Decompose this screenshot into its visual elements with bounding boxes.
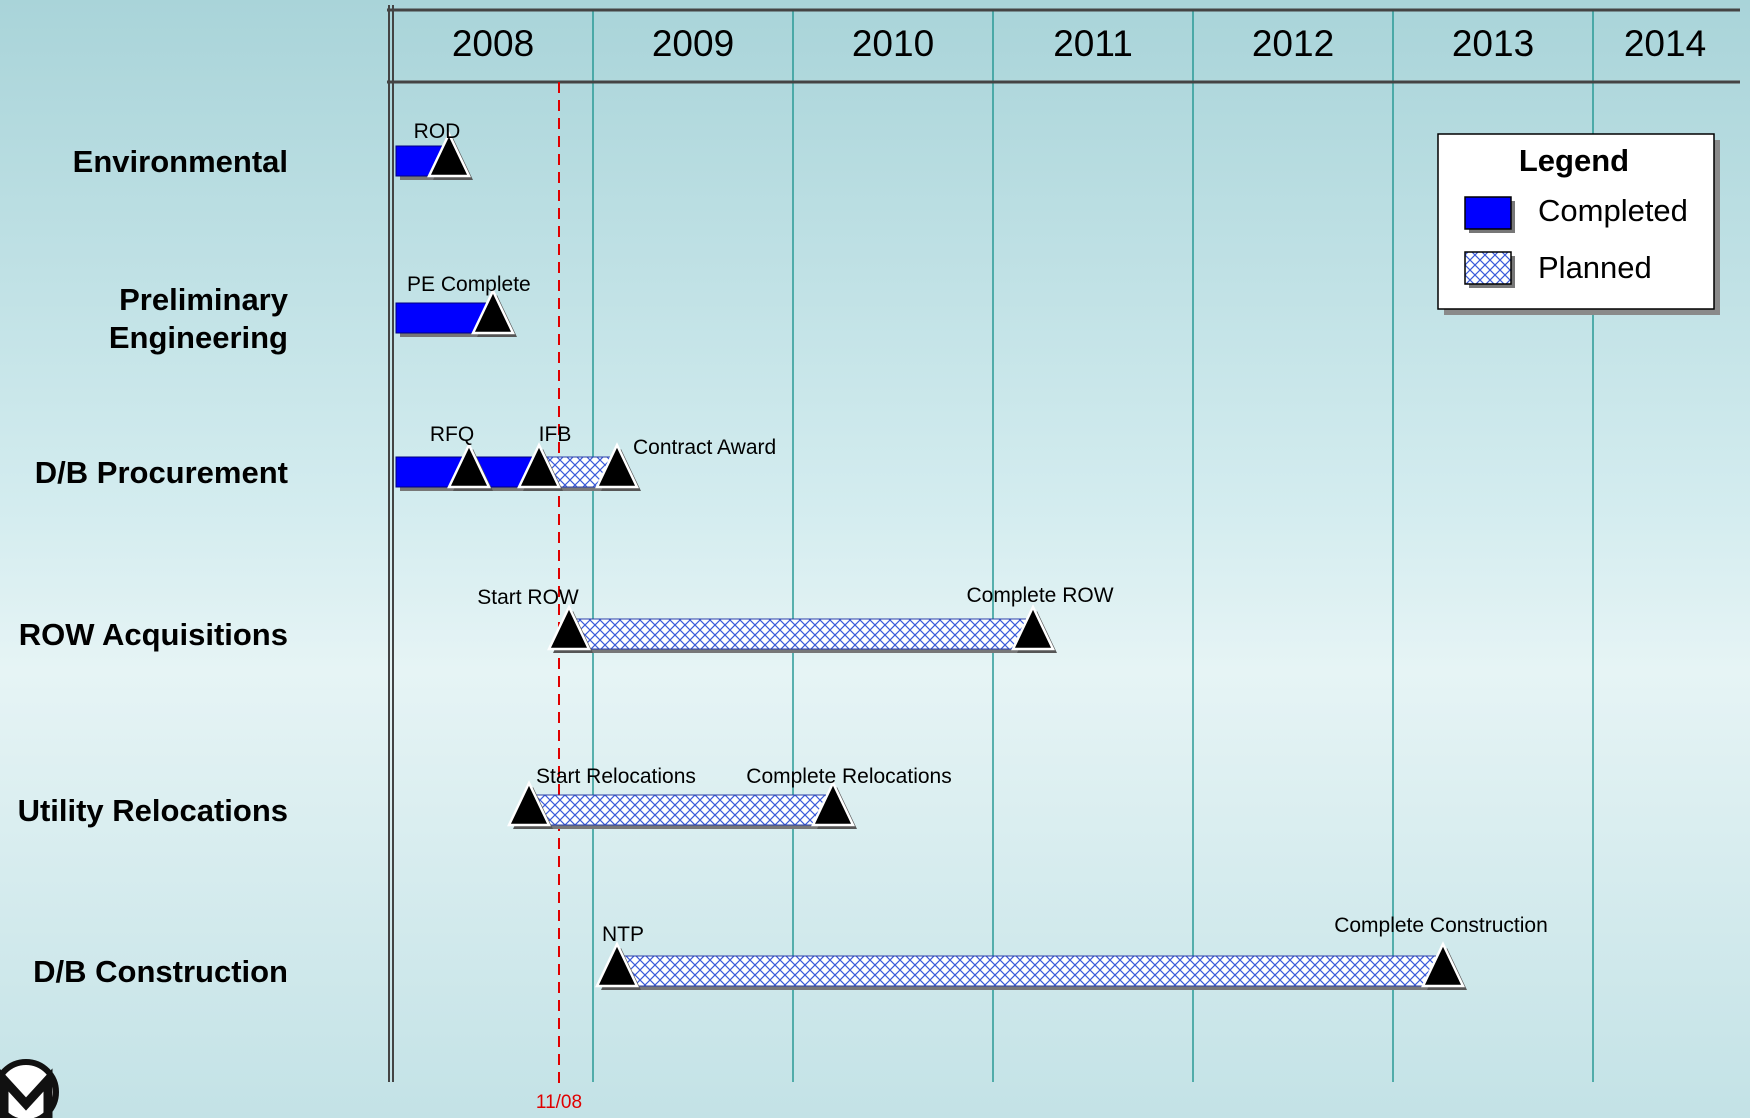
milestone-triangle [595, 941, 639, 988]
year-label: 2010 [852, 23, 934, 64]
milestone-label: Complete Construction [1334, 914, 1548, 937]
year-label: 2014 [1624, 23, 1706, 64]
milestone-label: IFB [539, 423, 572, 446]
milestone-label: Start ROW [477, 586, 579, 609]
milestone-label: Complete Relocations [746, 765, 951, 788]
legend-planned-label: Planned [1538, 250, 1652, 285]
milestone-triangle [1011, 604, 1055, 651]
milestone-label: PE Complete [407, 273, 531, 296]
milestone-label: Complete ROW [966, 584, 1113, 607]
milestone-label: ROD [414, 120, 461, 143]
milestone-label: Start Relocations [536, 765, 696, 788]
row-label: Utility Relocations [18, 793, 288, 828]
milestone-label: Contract Award [633, 436, 776, 459]
milestone-triangle [447, 442, 491, 489]
milestone-triangle [507, 780, 551, 827]
year-label: 2009 [652, 23, 734, 64]
row-label: Preliminary [119, 282, 289, 317]
labels: 2008 2009 2010 2011 2012 2013 2014 11/08 Environ… [18, 23, 1707, 1113]
year-label: 2013 [1452, 23, 1534, 64]
milestone-triangle [547, 604, 591, 651]
legend-completed-label: Completed [1538, 193, 1688, 228]
planned-bar [528, 794, 834, 826]
legend: Legend Completed Planned [1437, 133, 1720, 315]
planned-bar [616, 955, 1444, 987]
planned-bar [568, 618, 1034, 650]
legend-title: Legend [1519, 143, 1629, 178]
row-label: D/B Procurement [35, 455, 288, 490]
row-label: Environmental [73, 144, 288, 179]
milestone-label: NTP [602, 923, 644, 946]
bars [395, 131, 1467, 990]
today-label: 11/08 [536, 1092, 582, 1113]
milestone-label: RFQ [430, 423, 474, 446]
milestone-triangle [517, 442, 561, 489]
year-label: 2011 [1053, 23, 1133, 64]
year-label: 2012 [1252, 23, 1334, 64]
row-label: Engineering [109, 320, 288, 355]
milestone-triangle [595, 442, 639, 489]
legend-planned-swatch [1464, 251, 1512, 285]
year-label: 2008 [452, 23, 534, 64]
milestone-triangle [811, 780, 855, 827]
row-label: ROW Acquisitions [19, 617, 288, 652]
milestone-triangle [427, 131, 471, 178]
milestone-triangle [1421, 941, 1465, 988]
milestone-triangle [471, 288, 515, 335]
metro-logo [0, 1059, 59, 1118]
legend-completed-swatch [1464, 196, 1512, 230]
row-label: D/B Construction [33, 954, 288, 989]
